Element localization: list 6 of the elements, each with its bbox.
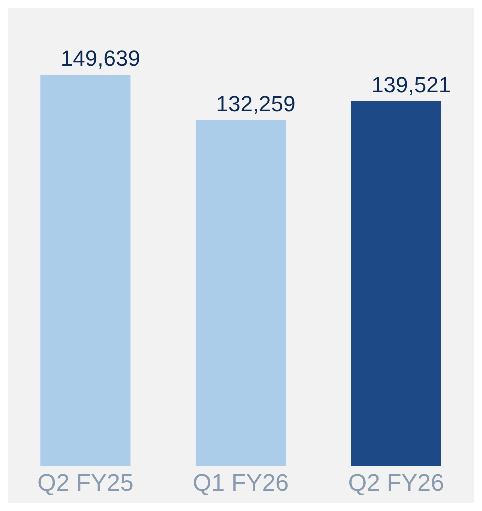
data-label: 139,521 xyxy=(372,72,452,98)
data-label: 149,639 xyxy=(60,46,140,72)
x-tick-label: Q1 FY26 xyxy=(192,470,290,498)
x-tick-label: Q2 FY25 xyxy=(38,470,134,498)
data-label: 132,259 xyxy=(216,92,296,117)
x-tick-label: Q2 FY26 xyxy=(348,470,444,498)
